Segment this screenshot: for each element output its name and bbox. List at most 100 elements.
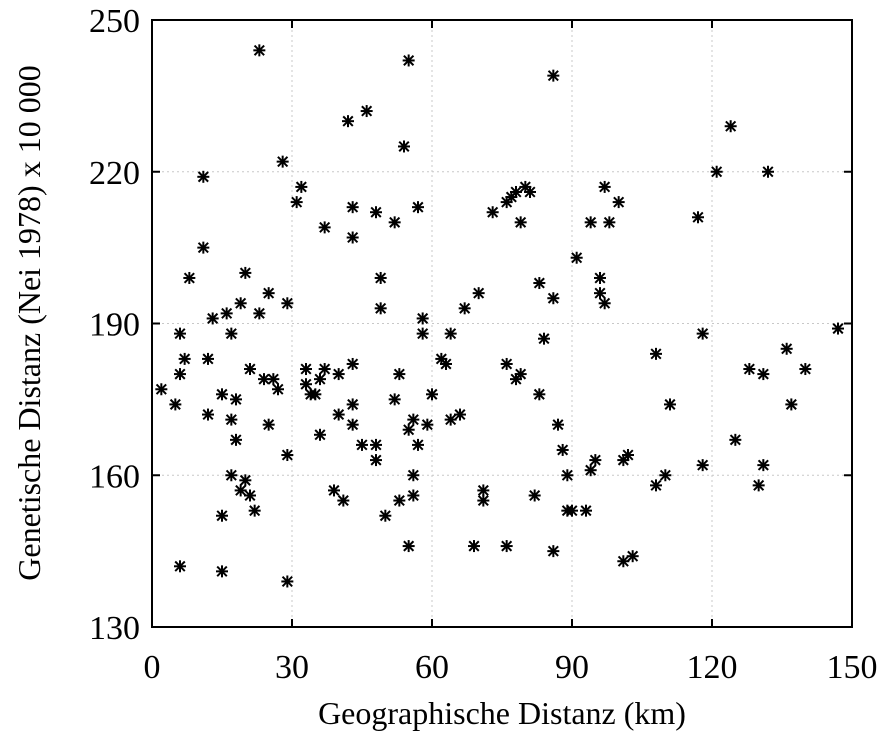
data-point bbox=[412, 201, 424, 214]
data-point bbox=[318, 363, 331, 376]
data-point bbox=[421, 418, 434, 431]
data-point bbox=[281, 449, 294, 462]
data-point bbox=[622, 449, 634, 462]
data-point bbox=[617, 555, 630, 568]
data-point bbox=[402, 54, 415, 67]
data-point bbox=[664, 398, 676, 411]
data-point bbox=[514, 368, 527, 381]
x-axis-title: Geographische Distanz (km) bbox=[318, 695, 686, 731]
data-point bbox=[598, 297, 611, 310]
data-point bbox=[379, 509, 392, 522]
data-point bbox=[225, 469, 238, 482]
data-point bbox=[202, 408, 214, 421]
data-point bbox=[589, 454, 602, 467]
data-point bbox=[472, 287, 485, 300]
data-point bbox=[332, 368, 345, 381]
x-tick-label: 0 bbox=[144, 649, 161, 686]
data-point bbox=[561, 469, 574, 482]
data-point bbox=[696, 327, 709, 340]
data-point bbox=[477, 484, 490, 497]
data-point bbox=[314, 428, 326, 441]
data-point bbox=[650, 479, 662, 492]
data-point bbox=[174, 368, 186, 381]
data-point bbox=[594, 287, 606, 300]
data-point bbox=[407, 413, 420, 426]
data-point bbox=[281, 575, 294, 588]
data-point bbox=[832, 322, 844, 335]
y-tick-label: 190 bbox=[89, 307, 140, 344]
data-point bbox=[710, 165, 723, 178]
data-point bbox=[514, 216, 527, 229]
y-tick-label: 130 bbox=[89, 610, 140, 647]
data-point bbox=[612, 196, 625, 209]
data-point bbox=[342, 115, 354, 128]
data-point bbox=[538, 332, 550, 345]
data-point bbox=[267, 373, 280, 386]
data-point bbox=[290, 196, 303, 209]
data-point bbox=[216, 388, 228, 401]
data-point bbox=[598, 180, 611, 193]
data-point bbox=[230, 433, 242, 446]
data-point bbox=[416, 312, 429, 325]
x-tick-label: 120 bbox=[687, 649, 738, 686]
data-point bbox=[253, 307, 266, 320]
data-point bbox=[650, 347, 662, 360]
data-point bbox=[234, 297, 247, 310]
data-point bbox=[752, 479, 765, 492]
data-point bbox=[314, 373, 326, 386]
x-tick-label: 60 bbox=[415, 649, 449, 686]
data-point bbox=[468, 540, 480, 553]
data-point bbox=[603, 216, 616, 229]
data-point bbox=[696, 459, 709, 472]
data-point bbox=[197, 170, 210, 183]
y-tick-label: 160 bbox=[89, 458, 140, 495]
data-point bbox=[225, 327, 238, 340]
data-point bbox=[332, 408, 345, 421]
data-point bbox=[300, 378, 312, 391]
data-point bbox=[197, 241, 210, 254]
data-point bbox=[174, 327, 186, 340]
data-point bbox=[178, 352, 191, 365]
y-tick-label: 220 bbox=[89, 155, 140, 192]
data-point bbox=[239, 266, 252, 279]
data-point bbox=[500, 540, 513, 553]
data-point bbox=[724, 120, 737, 133]
data-points bbox=[155, 44, 844, 588]
data-point bbox=[412, 438, 424, 451]
data-point bbox=[370, 454, 382, 467]
data-point bbox=[374, 302, 387, 315]
y-tick-label: 250 bbox=[89, 3, 140, 40]
data-point bbox=[547, 292, 560, 305]
data-point bbox=[356, 438, 368, 451]
y-tick-labels: 130 160 190 220 250 bbox=[89, 3, 140, 647]
data-point bbox=[580, 504, 592, 517]
data-point bbox=[552, 418, 564, 431]
x-tick-label: 30 bbox=[275, 649, 309, 686]
data-point bbox=[244, 363, 256, 376]
data-point bbox=[230, 393, 242, 406]
x-tick-label: 90 bbox=[555, 649, 589, 686]
data-point bbox=[244, 489, 256, 502]
data-point bbox=[183, 271, 196, 284]
data-point bbox=[388, 216, 401, 229]
data-point bbox=[216, 565, 228, 578]
data-point bbox=[510, 185, 522, 198]
x-tick-labels: 0 30 60 90 120 150 bbox=[144, 649, 878, 686]
data-point bbox=[757, 459, 770, 472]
data-point bbox=[202, 352, 214, 365]
data-point bbox=[533, 388, 546, 401]
data-point bbox=[486, 206, 499, 219]
data-point bbox=[426, 388, 438, 401]
data-point bbox=[785, 398, 798, 411]
data-point bbox=[220, 307, 233, 320]
data-point bbox=[300, 363, 312, 376]
data-point bbox=[346, 201, 359, 214]
data-point bbox=[692, 211, 704, 224]
data-point bbox=[374, 271, 387, 284]
data-point bbox=[402, 423, 415, 436]
data-point bbox=[155, 383, 168, 396]
data-point bbox=[626, 550, 639, 563]
x-tick-label: 150 bbox=[827, 649, 878, 686]
data-point bbox=[762, 165, 774, 178]
data-point bbox=[594, 271, 606, 284]
